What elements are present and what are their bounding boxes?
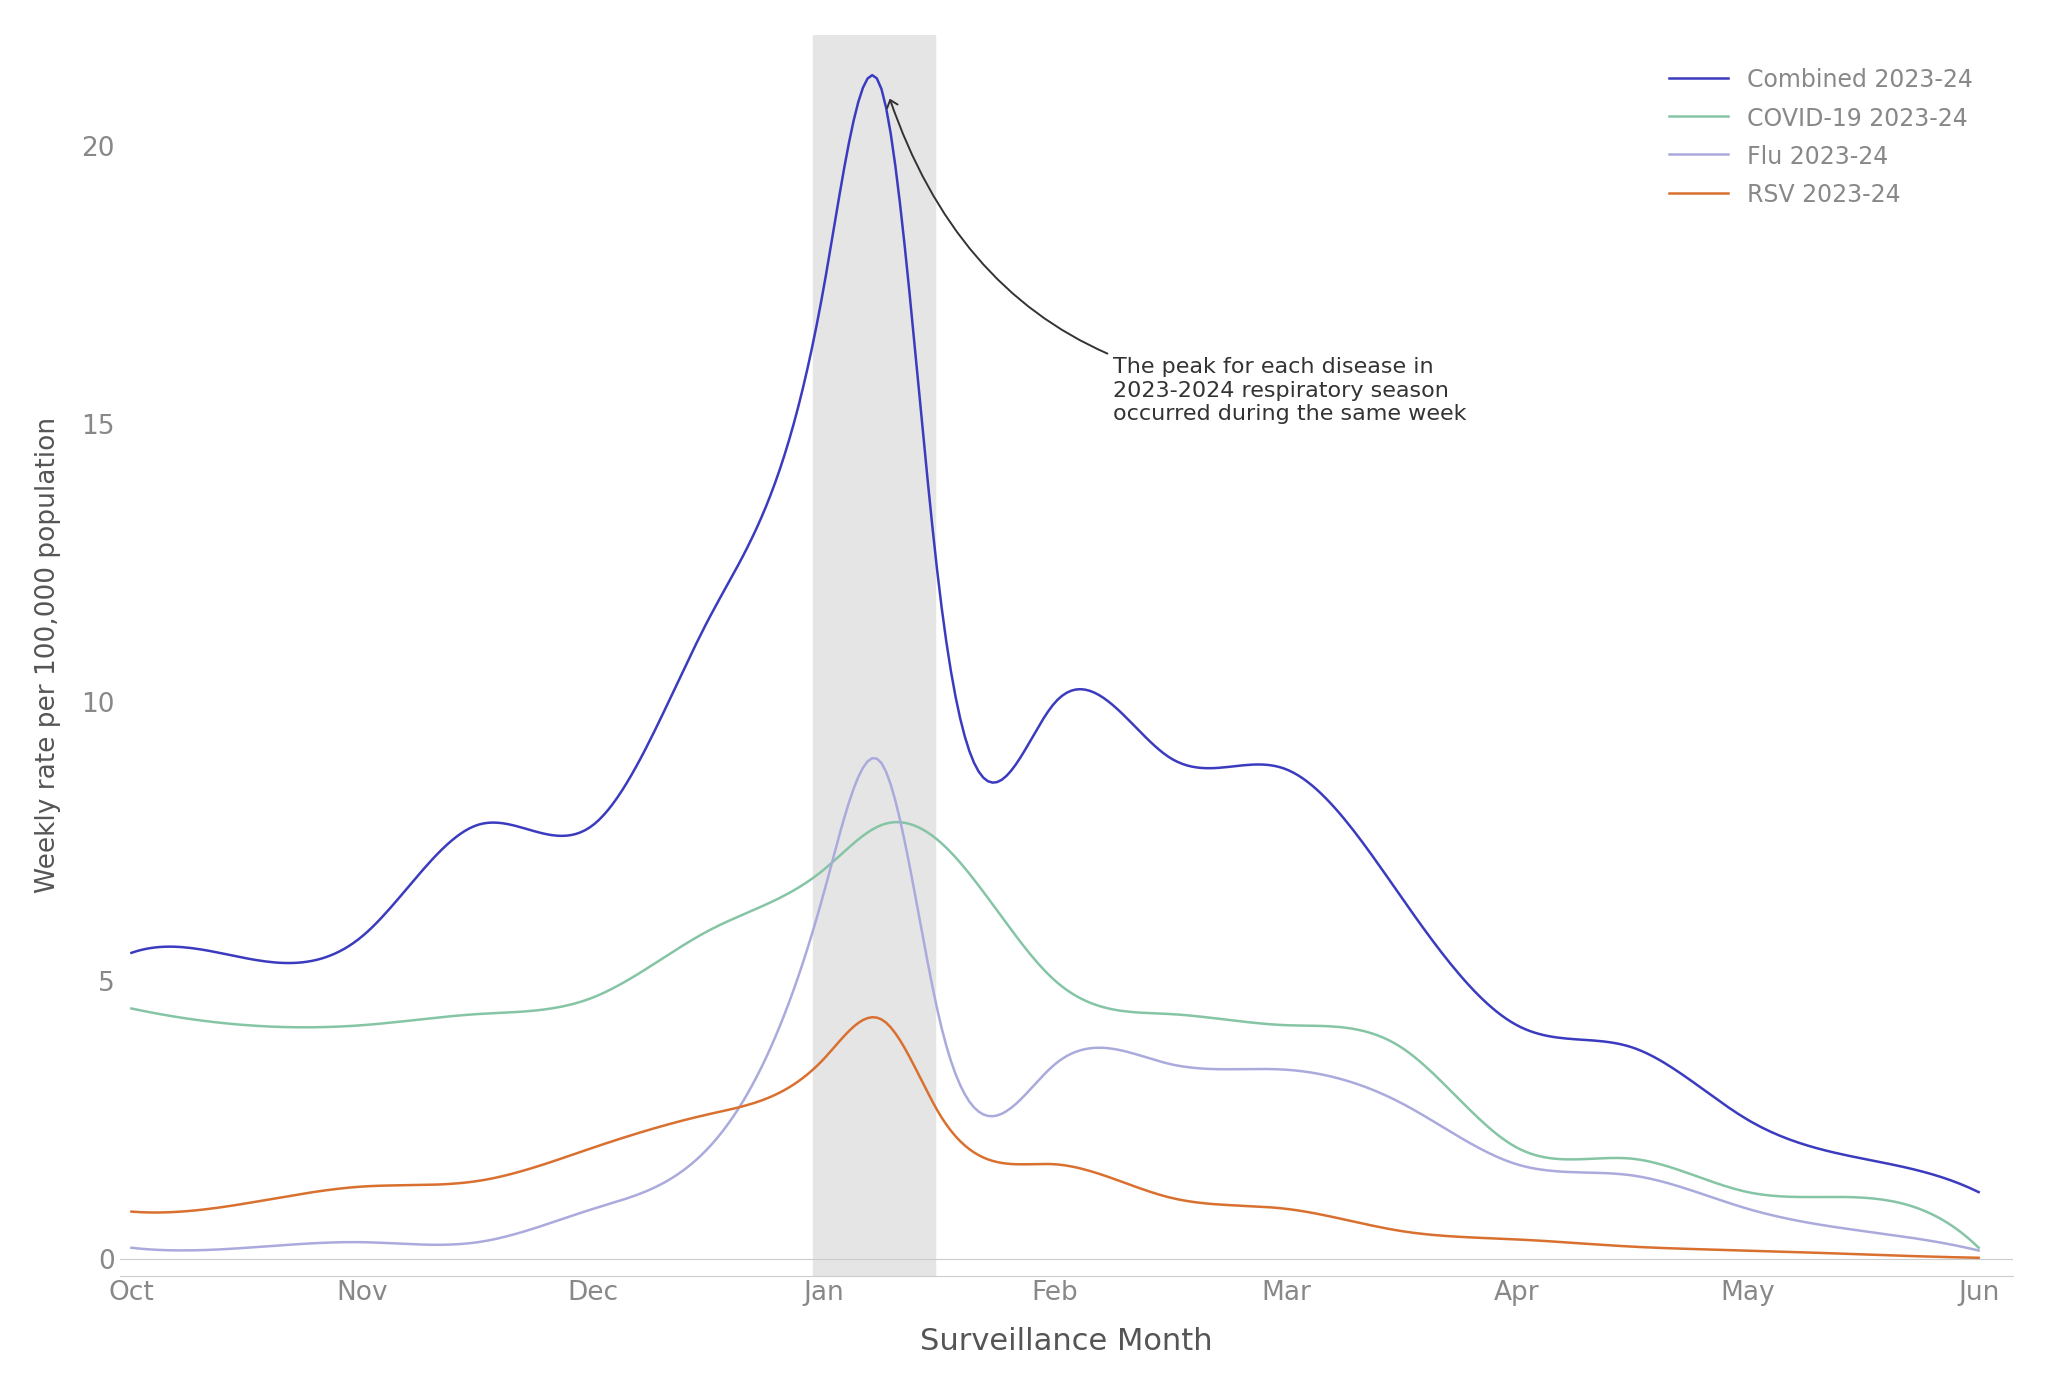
COVID-19 2023-24: [119, 1000, 143, 1017]
COVID-19 2023-24: [721, 911, 745, 928]
Combined 2023-24: [119, 944, 143, 961]
COVID-19 2023-24: [850, 828, 874, 844]
RSV 2023-24: [119, 1203, 143, 1220]
RSV 2023-24: [860, 1008, 885, 1025]
Flu 2023-24: [1466, 1139, 1491, 1156]
Line: Flu 2023-24: Flu 2023-24: [131, 758, 1978, 1251]
COVID-19 2023-24: [1466, 1110, 1491, 1127]
Combined 2023-24: [1456, 978, 1481, 995]
Flu 2023-24: [850, 759, 874, 776]
COVID-19 2023-24: [1286, 1017, 1311, 1034]
RSV 2023-24: [1286, 1202, 1311, 1219]
X-axis label: Surveillance Month: Surveillance Month: [920, 1327, 1212, 1356]
Flu 2023-24: [342, 1234, 367, 1251]
Flu 2023-24: [1286, 1063, 1311, 1079]
COVID-19 2023-24: [1966, 1239, 1991, 1256]
Combined 2023-24: [1286, 766, 1311, 783]
Flu 2023-24: [721, 1109, 745, 1125]
Flu 2023-24: [860, 750, 885, 766]
Combined 2023-24: [1466, 988, 1491, 1004]
Line: COVID-19 2023-24: COVID-19 2023-24: [131, 822, 1978, 1248]
Text: The peak for each disease in
2023-2024 respiratory season
occurred during the sa: The peak for each disease in 2023-2024 r…: [887, 100, 1466, 424]
Flu 2023-24: [119, 1239, 143, 1256]
COVID-19 2023-24: [1456, 1102, 1481, 1118]
Flu 2023-24: [1456, 1135, 1481, 1152]
RSV 2023-24: [721, 1100, 745, 1117]
COVID-19 2023-24: [342, 1017, 367, 1034]
Line: Combined 2023-24: Combined 2023-24: [131, 75, 1978, 1192]
Combined 2023-24: [342, 935, 367, 951]
COVID-19 2023-24: [883, 814, 907, 830]
RSV 2023-24: [1466, 1230, 1491, 1246]
Combined 2023-24: [860, 67, 885, 83]
Combined 2023-24: [721, 566, 745, 583]
Combined 2023-24: [850, 79, 874, 96]
Combined 2023-24: [1966, 1184, 1991, 1200]
RSV 2023-24: [1456, 1230, 1481, 1246]
Flu 2023-24: [1966, 1242, 1991, 1259]
Bar: [813, 35, 936, 1276]
Legend: Combined 2023-24, COVID-19 2023-24, Flu 2023-24, RSV 2023-24: Combined 2023-24, COVID-19 2023-24, Flu …: [1659, 58, 1982, 217]
RSV 2023-24: [1966, 1249, 1991, 1266]
Line: RSV 2023-24: RSV 2023-24: [131, 1017, 1978, 1257]
RSV 2023-24: [850, 1011, 874, 1028]
Y-axis label: Weekly rate per 100,000 population: Weekly rate per 100,000 population: [35, 417, 61, 893]
RSV 2023-24: [342, 1178, 367, 1195]
